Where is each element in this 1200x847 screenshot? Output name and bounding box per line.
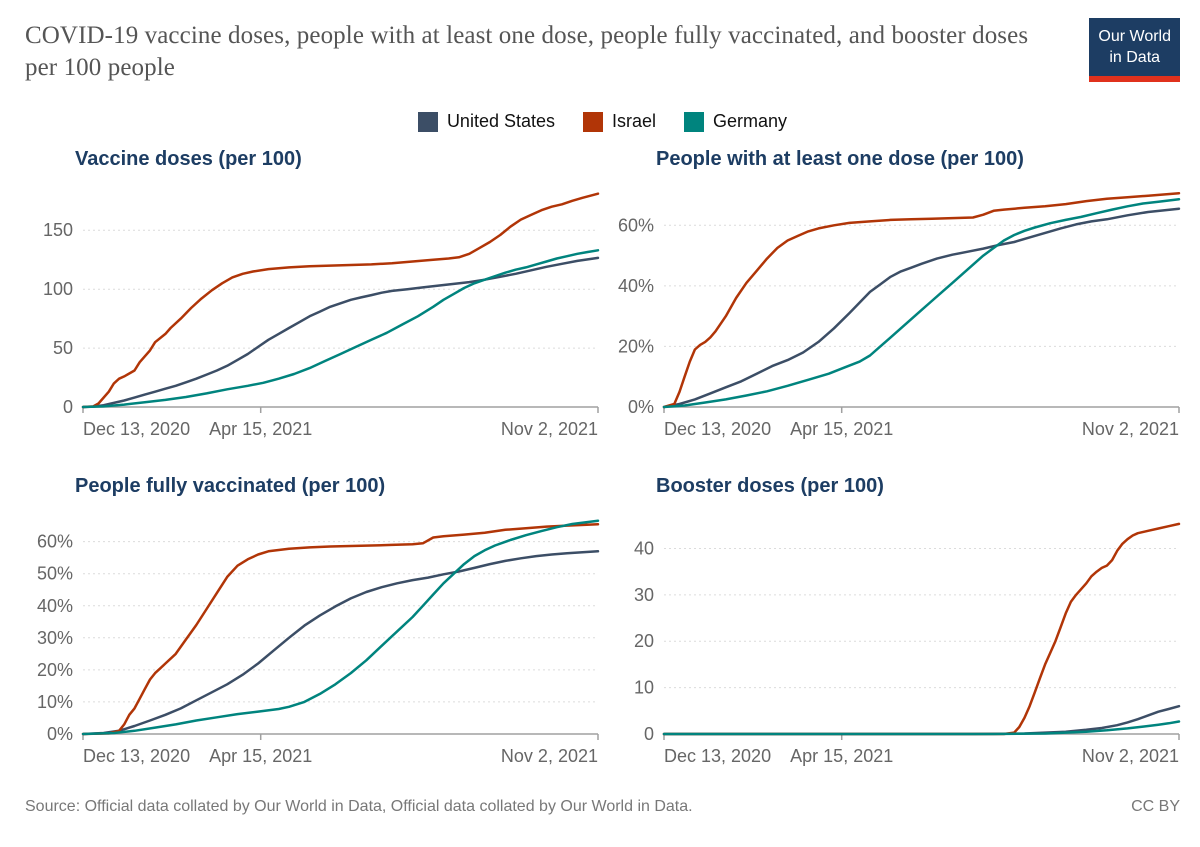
svg-text:30%: 30% — [37, 628, 73, 648]
svg-text:40: 40 — [634, 539, 654, 559]
chart-title-booster-doses: Booster doses (per 100) — [656, 475, 884, 497]
svg-text:10: 10 — [634, 678, 654, 698]
svg-text:Apr 15, 2021: Apr 15, 2021 — [209, 746, 312, 766]
svg-text:Apr 15, 2021: Apr 15, 2021 — [790, 419, 893, 439]
header: COVID-19 vaccine doses, people with at l… — [25, 18, 1180, 83]
chart-booster-doses: Booster doses (per 100) 0 10 20 30 40 Dec 13,… — [606, 475, 1181, 774]
svg-text:20%: 20% — [37, 660, 73, 680]
legend-swatch-israel — [583, 111, 603, 132]
svg-text:Nov 2, 2021: Nov 2, 2021 — [1082, 746, 1179, 766]
svg-text:20%: 20% — [618, 336, 654, 356]
svg-text:Apr 15, 2021: Apr 15, 2021 — [790, 746, 893, 766]
line-plot-at-least-one-dose: 0% 20% 40% 60% Dec 13, 2020 Apr 15, 2021 Nov 2… — [618, 191, 1181, 439]
svg-text:60%: 60% — [37, 532, 73, 552]
legend-item-germany[interactable]: Germany — [684, 111, 787, 132]
owid-logo[interactable]: Our World in Data — [1089, 18, 1180, 82]
svg-text:40%: 40% — [618, 276, 654, 296]
svg-text:Apr 15, 2021: Apr 15, 2021 — [209, 419, 312, 439]
chart-fully-vaccinated: People fully vaccinated (per 100) 0% 10% 2… — [25, 475, 600, 774]
svg-text:Nov 2, 2021: Nov 2, 2021 — [501, 419, 598, 439]
svg-text:0: 0 — [63, 397, 73, 417]
svg-text:10%: 10% — [37, 692, 73, 712]
chart-title-fully-vaccinated: People fully vaccinated (per 100) — [75, 475, 386, 497]
charts-grid: Vaccine doses (per 100) 0 50 100 150 Dec 13,… — [25, 148, 1181, 774]
svg-text:60%: 60% — [618, 215, 654, 235]
chart-vaccine-doses: Vaccine doses (per 100) 0 50 100 150 Dec 13,… — [25, 148, 600, 447]
svg-text:50: 50 — [53, 338, 73, 358]
svg-text:0%: 0% — [628, 397, 654, 417]
footer: Source: Official data collated by Our Wo… — [25, 798, 1180, 816]
source-note: Source: Official data collated by Our Wo… — [25, 798, 693, 815]
line-plot-fully-vaccinated: 0% 10% 20% 30% 40% 50% 60% Dec 13, 2020 Apr 15, … — [37, 519, 600, 766]
legend-swatch-united-states — [417, 111, 438, 132]
owid-logo-line1: Our World — [1098, 28, 1171, 45]
line-plot-booster-doses: 0 10 20 30 40 Dec 13, 2020 Apr 15, 2021 Nov 2, … — [634, 522, 1181, 766]
svg-text:20: 20 — [634, 631, 654, 651]
svg-text:Dec 13, 2020: Dec 13, 2020 — [83, 746, 190, 766]
line-plot-vaccine-doses: 0 50 100 150 Dec 13, 2020 Apr 15, 2021 Nov 2, … — [43, 192, 600, 439]
svg-text:100: 100 — [43, 279, 73, 299]
svg-text:Nov 2, 2021: Nov 2, 2021 — [501, 746, 598, 766]
legend-item-united-states[interactable]: United States — [417, 111, 555, 132]
legend-label-united-states: United States — [446, 111, 555, 131]
svg-text:30: 30 — [634, 585, 654, 605]
legend-swatch-germany — [684, 111, 705, 132]
svg-text:Dec 13, 2020: Dec 13, 2020 — [83, 419, 190, 439]
svg-text:0%: 0% — [47, 724, 73, 744]
legend: United States Israel Germany — [25, 111, 1180, 132]
svg-text:40%: 40% — [37, 596, 73, 616]
svg-text:Dec 13, 2020: Dec 13, 2020 — [664, 746, 771, 766]
svg-text:50%: 50% — [37, 564, 73, 584]
owid-logo-line2: in Data — [1109, 48, 1161, 66]
legend-item-israel[interactable]: Israel — [583, 111, 656, 132]
legend-label-germany: Germany — [713, 111, 788, 131]
chart-at-least-one-dose: People with at least one dose (per 100) … — [606, 148, 1181, 447]
chart-title-at-least-one-dose: People with at least one dose (per 100) — [656, 148, 1024, 170]
chart-title-vaccine-doses: Vaccine doses (per 100) — [75, 148, 302, 170]
svg-text:Dec 13, 2020: Dec 13, 2020 — [664, 419, 771, 439]
legend-label-israel: Israel — [612, 111, 657, 131]
svg-text:0: 0 — [644, 724, 654, 744]
svg-text:150: 150 — [43, 220, 73, 240]
page-title: COVID-19 vaccine doses, people with at l… — [25, 22, 1029, 81]
svg-text:Nov 2, 2021: Nov 2, 2021 — [1082, 419, 1179, 439]
license-link[interactable]: CC BY — [1131, 798, 1180, 815]
